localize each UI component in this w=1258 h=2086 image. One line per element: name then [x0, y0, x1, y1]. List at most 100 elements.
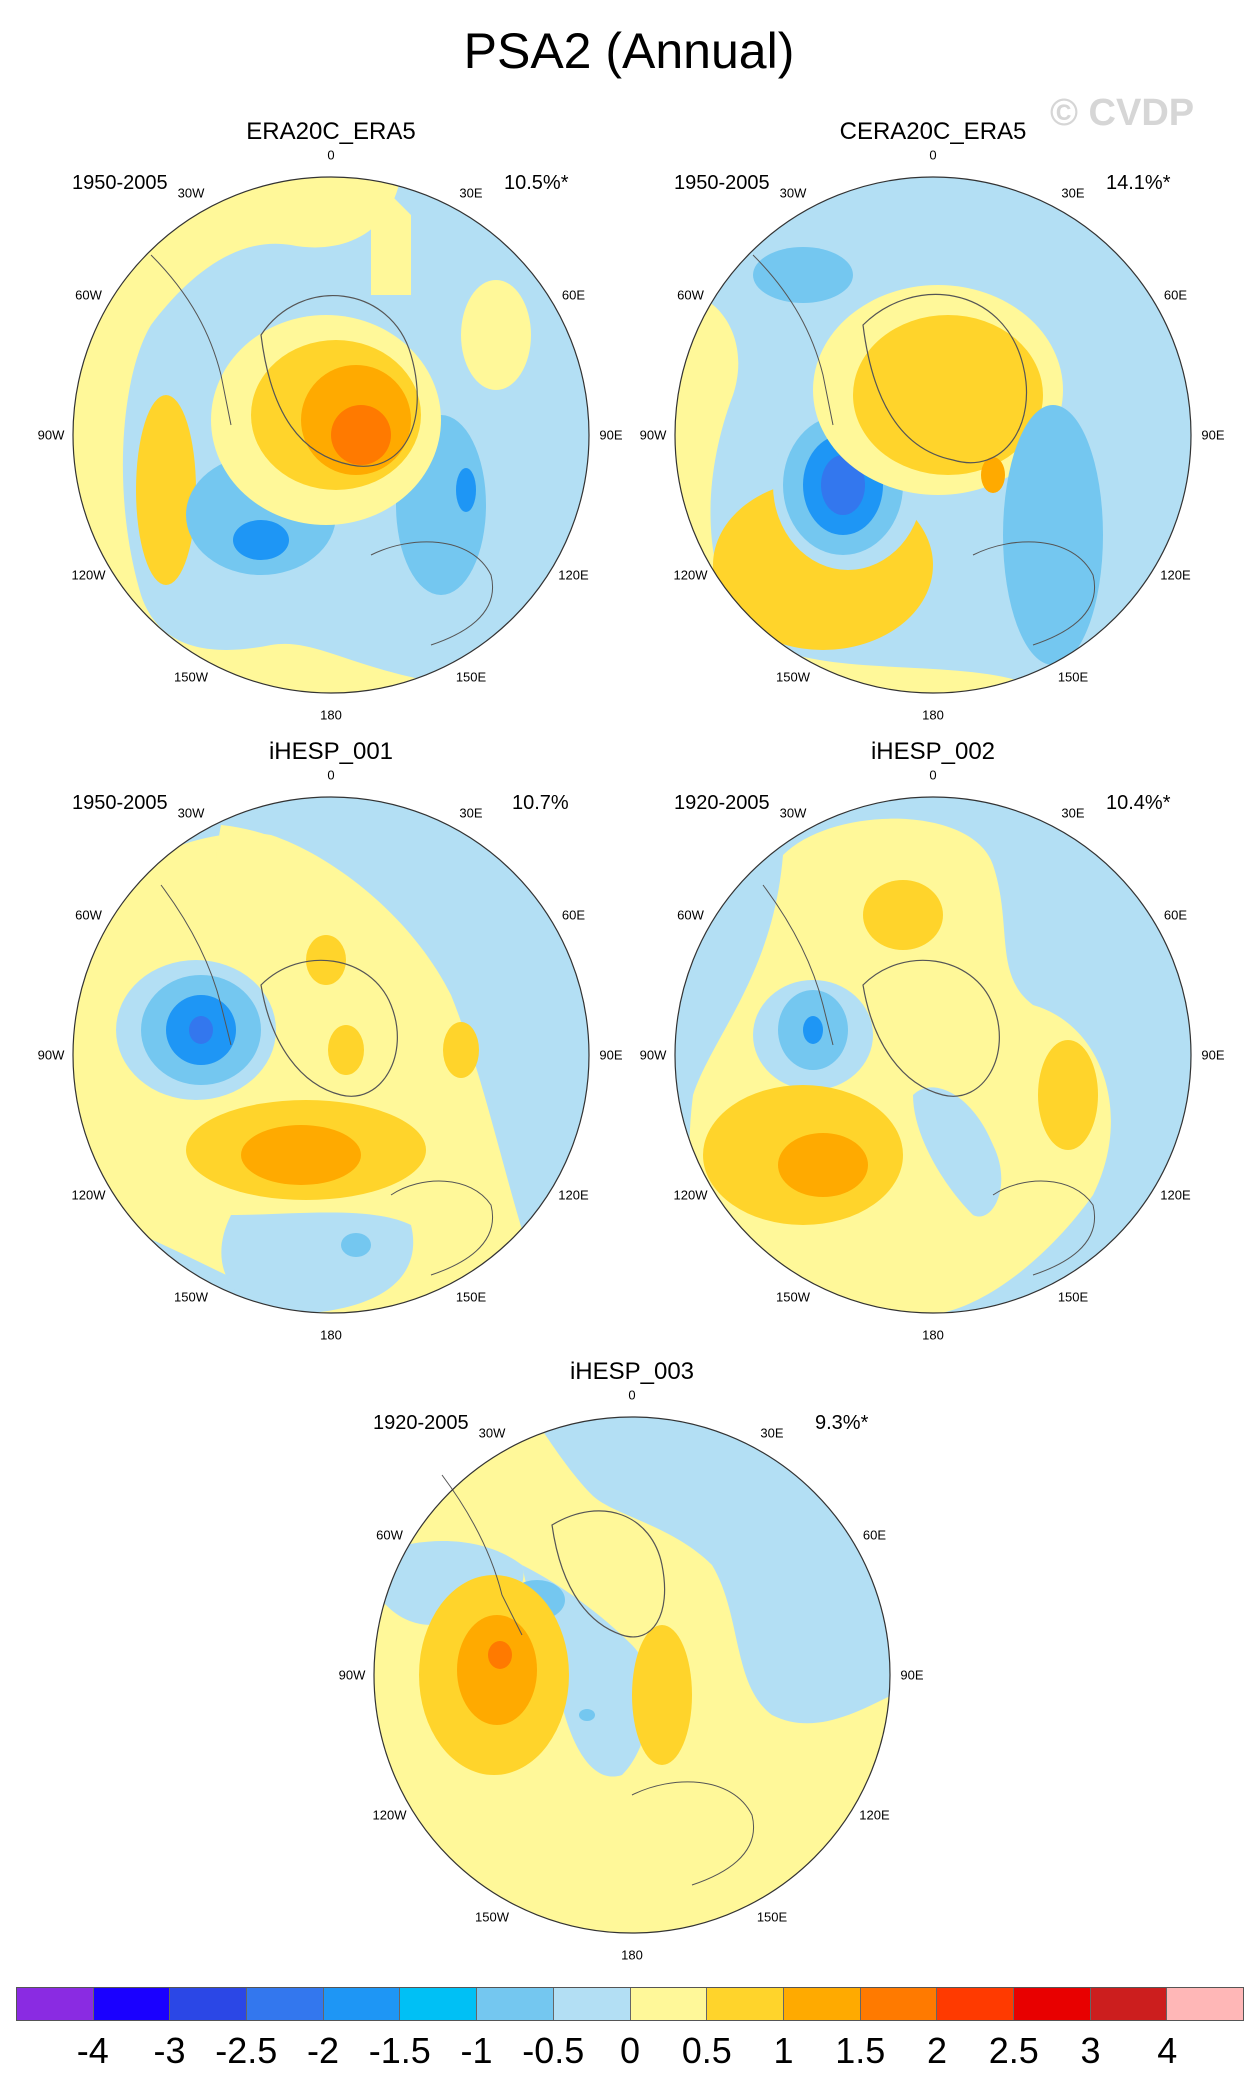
colorbar-swatch	[859, 1988, 937, 2020]
colorbar-tick-label: 4	[1157, 2030, 1178, 2071]
lon-label: 150W	[174, 669, 208, 685]
panel-pct-cera20c: 14.1%*	[1106, 172, 1171, 194]
lon-label: 90E	[900, 1667, 924, 1683]
lon-label: 180	[922, 1327, 944, 1343]
lon-label: 150E	[455, 669, 487, 685]
lon-label: 120E	[1160, 1187, 1191, 1203]
panel-pct-ihesp003: 9.3%*	[815, 1412, 869, 1434]
panel-title-ihesp002: iHESP_002	[870, 738, 996, 765]
colorbar-tick-label: -0.5	[522, 2030, 585, 2071]
lon-label: 30W	[177, 185, 205, 200]
panel-years-ihesp002: 1920-2005	[674, 792, 770, 814]
map-ihesp001	[72, 796, 590, 1314]
lon-label: 30W	[478, 1425, 506, 1440]
panel-title-era20c: ERA20C_ERA5	[246, 118, 416, 145]
lon-label: 150E	[1057, 669, 1089, 685]
colorbar-swatch	[629, 1988, 707, 2020]
map-ihesp003	[373, 1416, 891, 1934]
lon-label: 90W	[37, 1047, 65, 1063]
lon-label: 60E	[862, 1527, 887, 1543]
colorbar-swatch	[706, 1988, 783, 2020]
colorbar-swatch	[92, 1988, 170, 2020]
lon-label: 30E	[1061, 185, 1085, 200]
lon-label: 30E	[760, 1425, 784, 1440]
lon-label: 120E	[558, 1187, 589, 1203]
lon-label: 150W	[776, 669, 810, 685]
panel-title-cera20c: CERA20C_ERA5	[839, 118, 1027, 145]
lon-label: 60W	[75, 287, 102, 303]
lon-label: 90W	[639, 427, 667, 443]
colorbar-tick-label: -1.5	[368, 2030, 431, 2071]
lon-label: 180	[621, 1947, 643, 1963]
lon-label: 120E	[859, 1807, 890, 1823]
panel-title-ihesp001: iHESP_001	[268, 738, 394, 765]
lon-label: 180	[320, 707, 342, 723]
colorbar-swatch	[476, 1988, 553, 2020]
lon-label: 60E	[1163, 287, 1188, 303]
map-ihesp002	[674, 796, 1192, 1314]
page-title: PSA2 (Annual)	[463, 23, 795, 79]
colorbar-tick-label: 2	[926, 2030, 948, 2071]
lon-label: 0	[929, 767, 937, 783]
map-era20c	[72, 176, 590, 694]
colorbar-swatch	[322, 1988, 400, 2020]
colorbar-tick-label: -2.5	[215, 2030, 278, 2071]
lon-label: 150E	[455, 1289, 487, 1305]
lon-label: 0	[929, 147, 937, 163]
lon-label: 120E	[558, 567, 589, 583]
colorbar-swatch	[17, 1988, 93, 2020]
lon-label: 30W	[177, 805, 205, 820]
lon-label: 90W	[338, 1667, 366, 1683]
lon-label: 60W	[677, 907, 704, 923]
lon-label: 30E	[459, 185, 483, 200]
lon-label: 90E	[1201, 1047, 1225, 1063]
lon-label: 90E	[599, 1047, 623, 1063]
lon-label: 150W	[475, 1909, 509, 1925]
lon-label: 150E	[1057, 1289, 1089, 1305]
colorbar-tick-label: 2.5	[988, 2030, 1039, 2071]
colorbar-swatch	[552, 1988, 630, 2020]
panel-pct-ihesp002: 10.4%*	[1106, 792, 1171, 814]
lon-label: 30W	[779, 805, 807, 820]
lon-label: 60W	[677, 287, 704, 303]
colorbar-swatch	[1012, 1988, 1090, 2020]
lon-label: 120W	[71, 1187, 106, 1203]
colorbar-tick-label: -2	[306, 2030, 340, 2071]
colorbar-tick-label: 0	[619, 2030, 641, 2071]
lon-label: 120W	[71, 567, 106, 583]
colorbar-swatch	[782, 1988, 860, 2020]
lon-label: 150W	[174, 1289, 208, 1305]
panel-years-ihesp003: 1920-2005	[373, 1412, 469, 1434]
panel-years-ihesp001: 1950-2005	[72, 792, 168, 814]
lon-label: 0	[327, 767, 335, 783]
lon-label: 90W	[37, 427, 65, 443]
lon-label: 30W	[779, 185, 807, 200]
colorbar-tick-label: 1	[773, 2030, 794, 2071]
colorbar-tick-label: -3	[153, 2030, 186, 2071]
lon-label: 150W	[776, 1289, 810, 1305]
watermark-text: © CVDP	[1050, 92, 1195, 134]
lon-label: 180	[320, 1327, 342, 1343]
lon-label: 180	[922, 707, 944, 723]
lon-label: 60W	[376, 1527, 403, 1543]
lon-label: 120W	[372, 1807, 407, 1823]
lon-label: 60W	[75, 907, 102, 923]
colorbar-swatch	[1166, 1988, 1243, 2020]
lon-label: 90E	[1201, 427, 1225, 443]
colorbar-tick-label: -1	[460, 2030, 493, 2071]
lon-label: 120W	[673, 1187, 708, 1203]
panel-pct-ihesp001: 10.7%	[512, 792, 569, 814]
lon-label: 150E	[756, 1909, 788, 1925]
panel-title-ihesp003: iHESP_003	[569, 1358, 695, 1385]
lon-label: 60E	[561, 287, 586, 303]
lon-label: 0	[327, 147, 335, 163]
colorbar-swatch	[169, 1988, 247, 2020]
colorbar-swatch	[936, 1988, 1013, 2020]
panel-pct-era20c: 10.5%*	[504, 172, 569, 194]
colorbar-tick-label: 0.5	[681, 2030, 732, 2071]
colorbar-tick-label: -4	[76, 2030, 109, 2071]
colorbar	[16, 1987, 1244, 2021]
lon-label: 90W	[639, 1047, 667, 1063]
lon-label: 60E	[1163, 907, 1188, 923]
lon-label: 120E	[1160, 567, 1191, 583]
